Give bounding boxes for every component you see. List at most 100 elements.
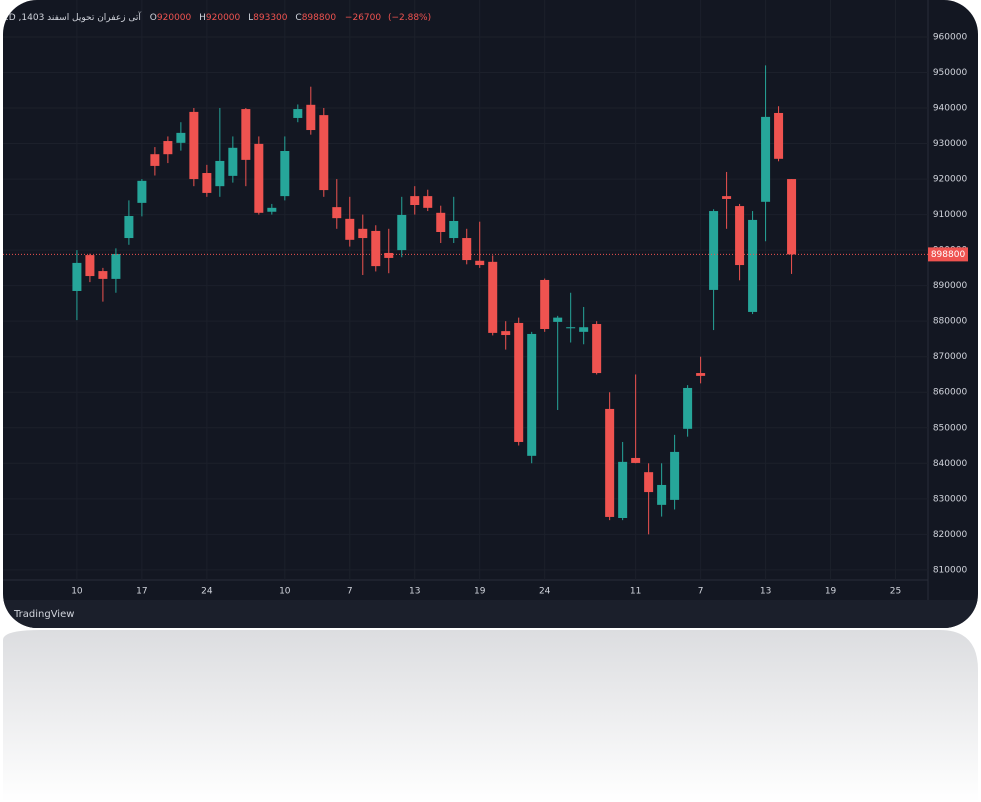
close: 898800 [302,13,337,23]
x-tick-label: 19 [825,587,837,597]
x-tick-label: 24 [539,587,551,597]
candle-body [475,260,485,266]
candle-body [137,180,147,203]
x-tick-label: 10 [279,587,291,597]
candle-body [241,109,251,160]
candle-body [761,116,771,202]
x-tick-label: 11 [630,587,641,597]
x-tick-label: 25 [890,587,901,597]
y-tick-label: 920000 [933,175,968,185]
y-tick-label: 960000 [933,32,968,42]
c-label: C [295,13,301,23]
chart-panel: 810000 820000 830000 840000 850000 860000 8700… [3,0,978,628]
candle-body [709,211,719,290]
candle-body [423,196,433,208]
candle-body [371,230,381,267]
y-tick-label: 910000 [933,210,968,220]
candle-body [462,238,472,261]
candle-body [592,324,602,374]
candle-body [124,216,134,239]
y-tick-label: 810000 [933,565,968,575]
candle-body [384,252,394,258]
candle-body [306,104,316,131]
x-tick-label: 13 [409,587,420,597]
l-label: L [248,13,253,23]
candle-body [657,484,667,505]
open: 920000 [157,13,192,23]
reflection [3,630,978,802]
candle-body [774,112,784,159]
candle-body [618,461,628,519]
candle-body [163,141,173,155]
y-tick-label: 950000 [933,68,968,78]
x-tick-label: 10 [71,587,83,597]
candle-body [722,196,732,199]
candle-body [111,254,121,279]
o-label: O [150,13,157,23]
candle-body [436,212,446,232]
branding[interactable]: TradingView [13,609,74,620]
candle-body [631,457,641,463]
candle-body [410,196,420,205]
change-pct: (−2.88%) [388,13,431,23]
candle-body [254,143,264,213]
candle-body [319,115,329,191]
last-price-tag [928,247,968,262]
y-tick-label: 860000 [933,388,968,398]
candle-body [72,262,82,291]
candle-body [644,472,654,493]
y-tick-label: 820000 [933,530,968,540]
candle-body [215,160,225,187]
candle-body [293,109,303,118]
candle-body [553,317,563,322]
candle-body [696,373,706,376]
candle-body [332,207,342,219]
candle-body [267,207,277,212]
y-tick-label: 850000 [933,423,968,433]
y-tick-label: 840000 [933,459,968,469]
candle-body [787,179,797,255]
candle-body [345,218,355,240]
candle-body [514,322,524,442]
legend: آتی زعفران تحویل اسفند 1403, 1D O920000 … [3,11,431,23]
bottom-bar [3,600,978,628]
y-tick-label: 940000 [933,104,968,114]
candle-body [189,111,199,180]
candle-body [566,327,576,329]
y-tick-label: 870000 [933,352,968,362]
x-tick-label: 13 [760,587,771,597]
candle-body [98,271,108,279]
candle-body [280,150,290,197]
candle-body [683,387,693,429]
y-tick-label: 890000 [933,281,968,291]
low: 893300 [253,13,288,23]
candle-body [579,327,589,332]
x-tick-label: 17 [136,587,147,597]
x-tick-label: 7 [698,587,704,597]
change: −26700 [345,13,381,23]
x-tick-label: 7 [347,587,353,597]
y-tick-label: 880000 [933,317,968,327]
candle-body [540,279,550,329]
y-tick-label: 830000 [933,494,968,504]
candle-body [85,255,95,277]
candle-body [488,261,498,333]
candle-body [397,214,407,251]
candle-body [527,333,537,456]
candle-body [358,228,368,239]
last-price-label: 898800 [931,250,966,260]
x-tick-label: 24 [201,587,213,597]
candle-body [670,451,680,500]
x-tick-label: 19 [474,587,486,597]
candle-body [449,220,459,239]
candle-body [228,147,238,176]
candle-body [748,219,758,312]
h-label: H [199,13,206,23]
candle-body [735,206,745,266]
symbol: آتی زعفران تحویل اسفند 1403, 1D [3,11,141,23]
high: 920000 [206,13,241,23]
candle-body [150,154,160,166]
candle-body [605,408,615,517]
candle-body [176,132,186,143]
